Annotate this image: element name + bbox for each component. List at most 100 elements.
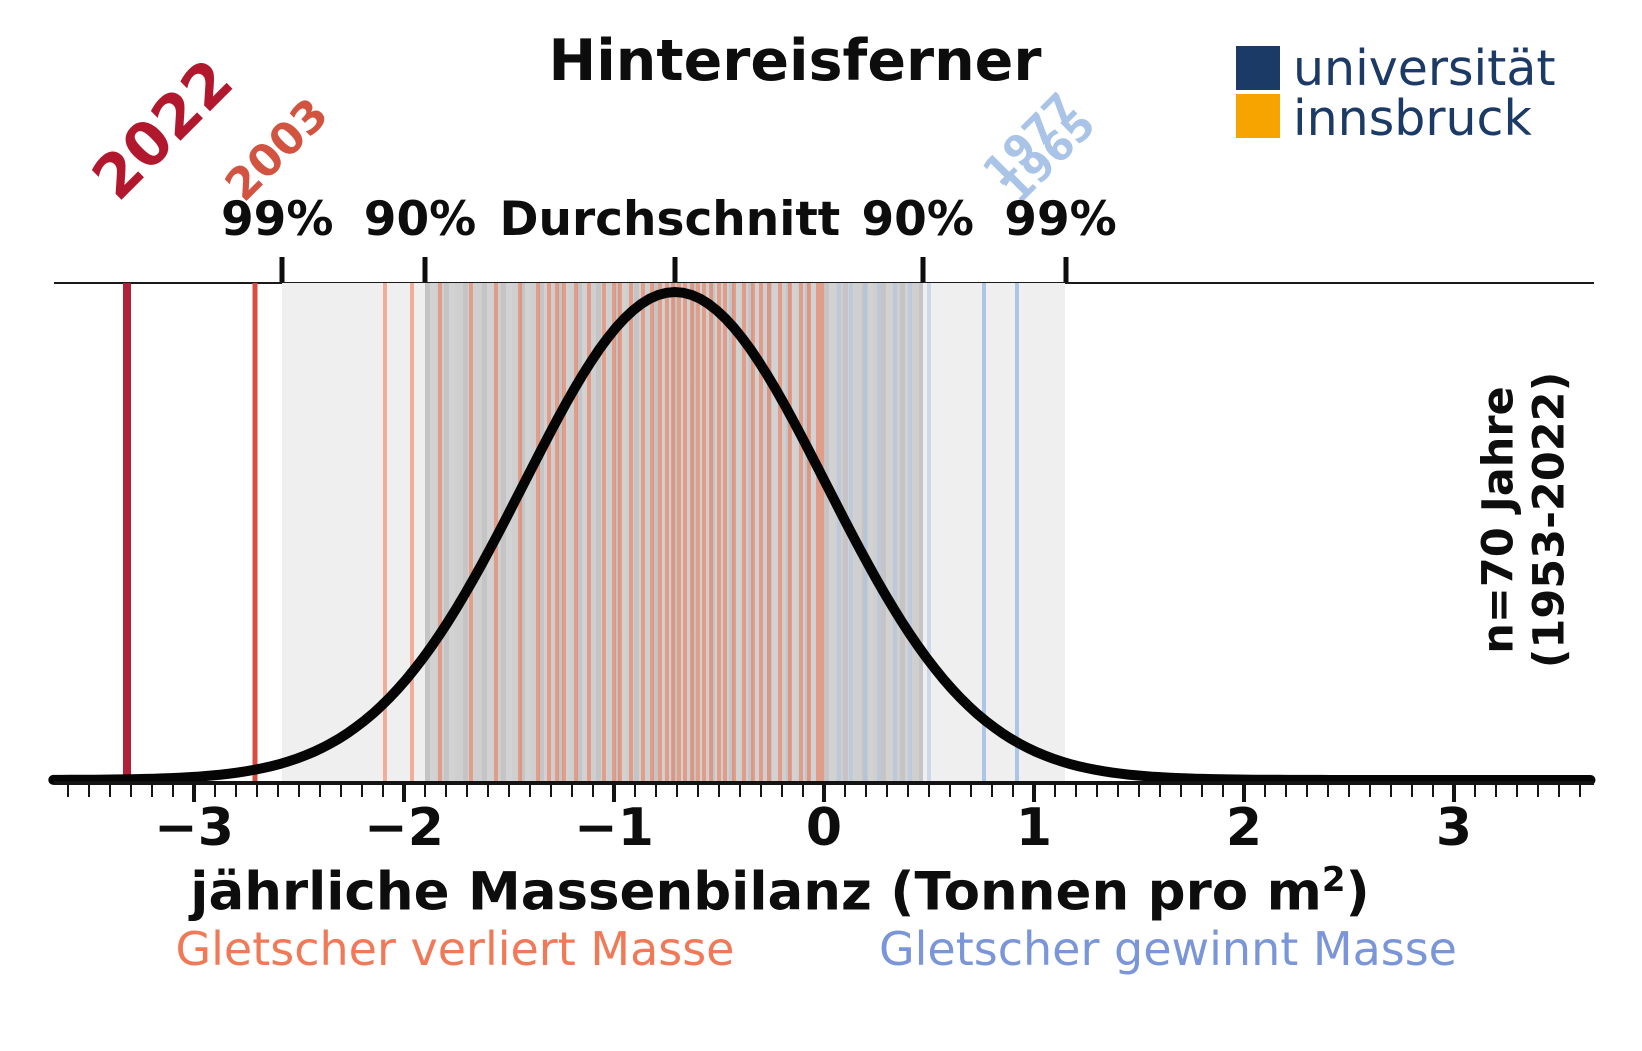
axis-minor-tick: [970, 785, 972, 797]
logo-text-line2: innsbruck: [1293, 90, 1532, 147]
top-tick: [672, 257, 678, 283]
loss-year-line: [683, 283, 688, 783]
loss-year-line: [664, 283, 669, 783]
axis-minor-tick: [67, 785, 69, 797]
axis-minor-tick: [1180, 785, 1182, 797]
axis-major-tick: [1452, 785, 1456, 802]
axis-minor-tick: [1264, 785, 1266, 797]
axis-minor-tick: [172, 785, 174, 797]
loss-year-line: [658, 283, 663, 783]
axis-minor-tick: [214, 785, 216, 797]
loss-year-line: [536, 283, 541, 783]
axis-minor-tick: [1537, 785, 1539, 797]
gain-year-line: [908, 283, 913, 783]
top-interval-label: 90%: [363, 192, 477, 247]
axis-minor-tick: [1201, 785, 1203, 797]
axis-major-tick: [402, 785, 406, 802]
gain-year-line: [836, 283, 841, 783]
loss-year-line: [670, 283, 675, 783]
axis-minor-tick: [1222, 785, 1224, 797]
axis-minor-tick: [1327, 785, 1329, 797]
axis-tick-label: 1: [1015, 798, 1053, 858]
logo-text-line1: universität: [1293, 40, 1556, 97]
axis-minor-tick: [382, 785, 384, 797]
loss-year-line: [555, 283, 560, 783]
axis-minor-tick: [634, 785, 636, 797]
caption-glacier-gains-mass: Gletscher gewinnt Masse: [879, 922, 1457, 976]
top-interval-label: Durchschnitt: [499, 192, 841, 247]
axis-minor-tick: [298, 785, 300, 797]
axis-minor-tick: [487, 785, 489, 797]
axis-major-tick: [822, 785, 826, 802]
gain-year-line: [864, 283, 868, 783]
axis-minor-tick: [109, 785, 111, 797]
top-interval-label: 90%: [861, 192, 974, 247]
axis-minor-tick: [1474, 785, 1476, 797]
axis-minor-tick: [529, 785, 531, 797]
year-line-2022: [122, 283, 131, 783]
loss-year-line: [696, 283, 700, 783]
loss-year-line: [649, 283, 654, 783]
axis-minor-tick: [277, 785, 279, 797]
loss-year-line: [708, 283, 713, 783]
axis-minor-tick: [151, 785, 153, 797]
axis-minor-tick: [949, 785, 951, 797]
axis-minor-tick: [1495, 785, 1497, 797]
loss-year-line: [383, 283, 388, 783]
loss-year-line: [819, 283, 824, 783]
loss-year-line: [702, 283, 707, 783]
sample-size-line1: n=70 Jahre: [1473, 386, 1524, 654]
loss-year-line: [612, 283, 616, 783]
year-line-2003: [252, 283, 258, 783]
top-tick: [920, 257, 926, 283]
axis-minor-tick: [1390, 785, 1392, 797]
loss-year-line: [723, 283, 728, 783]
axis-minor-tick: [1411, 785, 1413, 797]
loss-year-line: [601, 283, 606, 783]
axis-minor-tick: [676, 785, 678, 797]
axis-tick-label: 3: [1435, 798, 1473, 858]
top-tick: [279, 257, 285, 283]
axis-minor-tick: [907, 785, 909, 797]
top-interval-label: 99%: [220, 192, 334, 247]
axis-minor-tick: [571, 785, 573, 797]
sample-size-line2: (1953-2022): [1524, 371, 1574, 669]
gain-year-line: [876, 283, 881, 783]
x-axis-label-main: jährliche Massenbilanz (Tonnen pro m: [190, 861, 1322, 923]
axis-minor-tick: [1558, 785, 1560, 797]
axis-minor-tick: [1012, 785, 1014, 797]
x-axis-label: jährliche Massenbilanz (Tonnen pro m2): [190, 860, 1369, 923]
top-tick: [422, 257, 428, 283]
loss-year-line: [517, 283, 522, 783]
loss-year-line: [759, 283, 763, 783]
axis-minor-tick: [655, 785, 657, 797]
axis-minor-tick: [361, 785, 363, 797]
axis-major-tick: [1242, 785, 1246, 802]
axis-minor-tick: [508, 785, 510, 797]
axis-minor-tick: [550, 785, 552, 797]
axis-minor-tick: [319, 785, 321, 797]
axis-minor-tick: [781, 785, 783, 797]
loss-year-line: [437, 283, 442, 783]
axis-minor-tick: [739, 785, 741, 797]
axis-major-tick: [612, 785, 616, 802]
chart-title: Hintereisferner: [548, 28, 1042, 94]
axis-minor-tick: [130, 785, 132, 797]
axis-minor-tick: [697, 785, 699, 797]
gain-year-line: [893, 283, 898, 783]
axis-minor-tick: [1117, 785, 1119, 797]
loss-year-line: [677, 283, 682, 783]
axis-minor-tick: [1516, 785, 1518, 797]
axis-minor-tick: [1432, 785, 1434, 797]
loss-year-line: [742, 283, 747, 783]
logo-navy-square-icon: [1236, 46, 1280, 90]
x-axis-label-sup: 2: [1321, 860, 1346, 900]
axis-minor-tick: [235, 785, 237, 797]
loss-year-line: [410, 283, 415, 783]
axis-minor-tick: [1159, 785, 1161, 797]
x-axis-line: [54, 781, 1594, 785]
loss-year-line: [546, 283, 551, 783]
axis-minor-tick: [256, 785, 258, 797]
axis-minor-tick: [445, 785, 447, 797]
